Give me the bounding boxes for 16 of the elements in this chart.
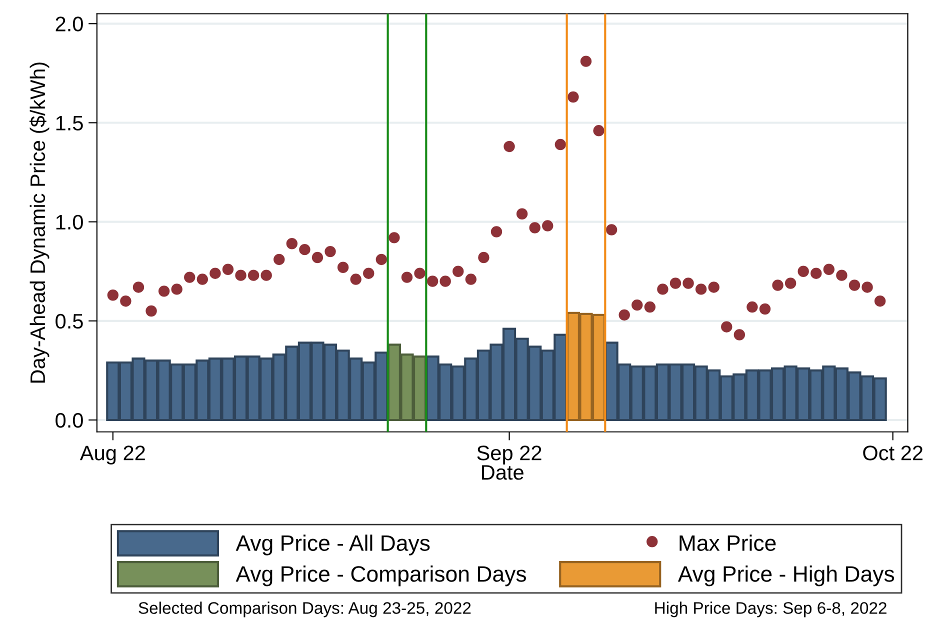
x-tick-label: Aug 22 bbox=[80, 446, 145, 464]
y-tick-label: 0.5 bbox=[56, 314, 83, 329]
legend-label: Max Price bbox=[680, 534, 776, 551]
text: High Price Days: Sep 6-8, 2022 bbox=[655, 602, 886, 618]
x-tick-label: Sep 22 bbox=[477, 446, 542, 464]
x-tick-label: Oct 22 bbox=[863, 446, 922, 460]
y-tick-label: 1.0 bbox=[56, 214, 83, 230]
y-tick-label: 1.5 bbox=[56, 116, 83, 130]
legend-label: Avg Price - High Days bbox=[678, 566, 894, 586]
legend-label: Avg Price - Comparison Days bbox=[236, 566, 526, 586]
text: Selected Comparison Days: Aug 23-25, 2022 bbox=[138, 602, 471, 618]
x-axis-title: Date bbox=[482, 465, 524, 480]
legend-label: Avg Price - All Days bbox=[236, 534, 430, 556]
y-tick-label: 2.0 bbox=[56, 16, 83, 32]
y-axis-title: Day-Ahead Dynamic Price ($/kWh) bbox=[29, 62, 50, 383]
y-tick-label: 0.0 bbox=[56, 412, 83, 428]
